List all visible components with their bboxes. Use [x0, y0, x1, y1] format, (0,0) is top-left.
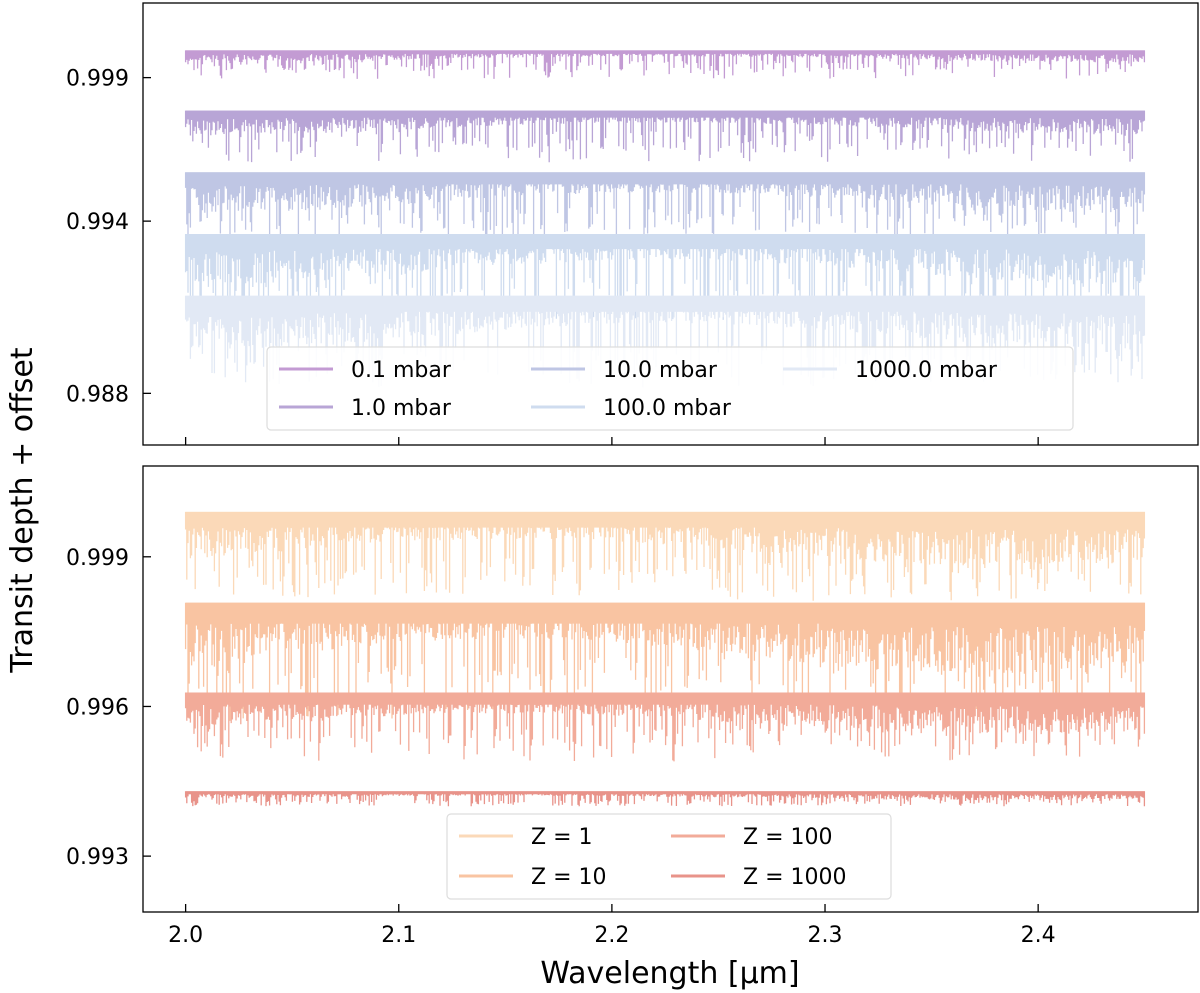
- y-tick-label: 0.996: [66, 695, 129, 720]
- legend: 0.1 mbar 1.0 mbar 10.0 mbar 100.0 mbar 1000.…: [266, 346, 1074, 431]
- legend-label: Z = 1: [531, 825, 593, 850]
- legend-item: Z = 1: [459, 825, 593, 850]
- x-tick-label: 2.2: [594, 923, 629, 948]
- series-10-0-mbar: [184, 172, 1146, 241]
- y-tick-label: 0.993: [66, 845, 129, 870]
- legend-label: 0.1 mbar: [351, 358, 452, 383]
- y-tick-label: 0.994: [66, 210, 129, 235]
- axes-frame: [142, 2, 1199, 446]
- legend-label: Z = 1000: [743, 865, 846, 890]
- y-tick-label: 0.999: [66, 67, 129, 92]
- legend-label: Z = 10: [531, 865, 607, 890]
- y-axis-label: Transit depth + offset: [5, 347, 40, 674]
- series-1000-0-mbar: [184, 295, 1146, 388]
- x-tick-label: 2.4: [1021, 923, 1056, 948]
- top-panel: 0.999 0.994 0.988 0.1 mbar 1.0 mbar 10.0 mbar…: [66, 2, 1199, 446]
- series-100-0-mbar: [184, 234, 1146, 321]
- legend: Z = 1 Z = 10 Z = 100 Z = 1000: [446, 813, 892, 900]
- legend-label: 100.0 mbar: [603, 396, 732, 421]
- legend-item: Z = 100: [671, 825, 832, 850]
- legend-label: 1.0 mbar: [351, 396, 452, 421]
- series-z-100: [184, 692, 1146, 762]
- legend-item: 1000.0 mbar: [783, 358, 998, 383]
- legend-item: 1.0 mbar: [279, 396, 452, 421]
- x-tick-label: 2.3: [808, 923, 843, 948]
- x-axis-label: Wavelength [μm]: [540, 956, 799, 991]
- series-1-0-mbar: [184, 110, 1146, 163]
- legend-item: 10.0 mbar: [531, 358, 718, 383]
- legend-label: 1000.0 mbar: [855, 358, 998, 383]
- legend-item: 0.1 mbar: [279, 358, 452, 383]
- legend-item: Z = 10: [459, 865, 607, 890]
- x-tick-label: 2.0: [168, 923, 203, 948]
- x-tick-label: 2.1: [381, 923, 416, 948]
- series-z-10: [184, 602, 1146, 721]
- legend-label: Z = 100: [743, 825, 832, 850]
- legend-label: 10.0 mbar: [603, 358, 718, 383]
- legend-item: 100.0 mbar: [531, 396, 732, 421]
- series-z-1: [184, 511, 1146, 601]
- series-z-1000: [184, 791, 1146, 807]
- legend-item: Z = 1000: [671, 865, 846, 890]
- y-tick-label: 0.999: [66, 546, 129, 571]
- y-tick-label: 0.988: [66, 382, 129, 407]
- series-0-1-mbar: [184, 50, 1146, 79]
- axes-frame: [142, 465, 1199, 913]
